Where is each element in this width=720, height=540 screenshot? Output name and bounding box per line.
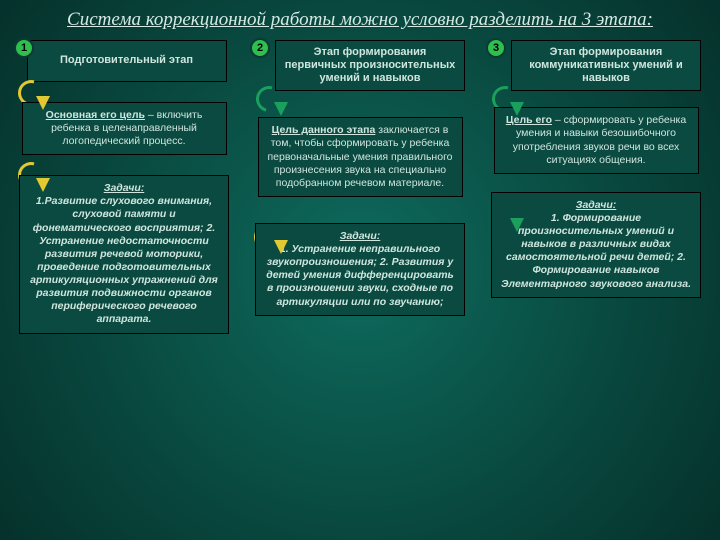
- stage-1-tasks-head: Задачи:: [104, 182, 145, 194]
- stage-1-tasks-body: 1.Развитие слухового внимания, слуховой …: [30, 195, 218, 325]
- stage-2-number: 2: [250, 38, 270, 58]
- stage-2-tasks: Задачи: 1. Устранение неправильного звук…: [255, 223, 465, 316]
- stage-1-goal-head: Основная его цель: [46, 109, 145, 121]
- arrow-down-icon: [274, 240, 288, 254]
- arrow-down-icon: [274, 102, 288, 116]
- stage-3-label: Этап формирования коммуникативных умений…: [511, 40, 701, 92]
- stage-1: 1 Подготовительный этап Основная его цел…: [10, 34, 238, 334]
- stage-1-number: 1: [14, 38, 34, 58]
- stage-1-label: Подготовительный этап: [27, 40, 227, 82]
- stages-row: 1 Подготовительный этап Основная его цел…: [0, 34, 720, 334]
- stage-2-goal-head: Цель данного этапа: [272, 124, 376, 136]
- stage-1-goal: Основная его цель – включить ребенка в ц…: [22, 102, 227, 155]
- stage-2: 2 Этап формирования первичных произносит…: [246, 34, 474, 334]
- arrow-down-icon: [510, 218, 524, 232]
- arrow-down-icon: [510, 102, 524, 116]
- stage-3-tasks: Задачи: 1. Формирование произносительных…: [491, 192, 701, 298]
- stage-3-number: 3: [486, 38, 506, 58]
- stage-2-label: Этап формирования первичных произносител…: [275, 40, 465, 92]
- stage-2-tasks-body: 1. Устранение неправильного звукопроизно…: [266, 243, 454, 308]
- arrow-down-icon: [36, 178, 50, 192]
- stage-3: 3 Этап формирования коммуникативных умен…: [482, 34, 710, 334]
- page-title: Система коррекционной работы можно услов…: [0, 0, 720, 34]
- stage-3-goal-head: Цель его: [506, 114, 552, 126]
- stage-2-tasks-head: Задачи:: [340, 230, 381, 242]
- stage-2-goal: Цель данного этапа заключается в том, чт…: [258, 117, 463, 197]
- stage-3-tasks-body: 1. Формирование произносительных умений …: [501, 212, 691, 290]
- stage-3-goal: Цель его – сформировать у ребенка умения…: [494, 107, 699, 174]
- stage-3-tasks-head: Задачи:: [576, 199, 617, 211]
- stage-1-tasks: Задачи: 1.Развитие слухового внимания, с…: [19, 175, 229, 333]
- arrow-down-icon: [36, 96, 50, 110]
